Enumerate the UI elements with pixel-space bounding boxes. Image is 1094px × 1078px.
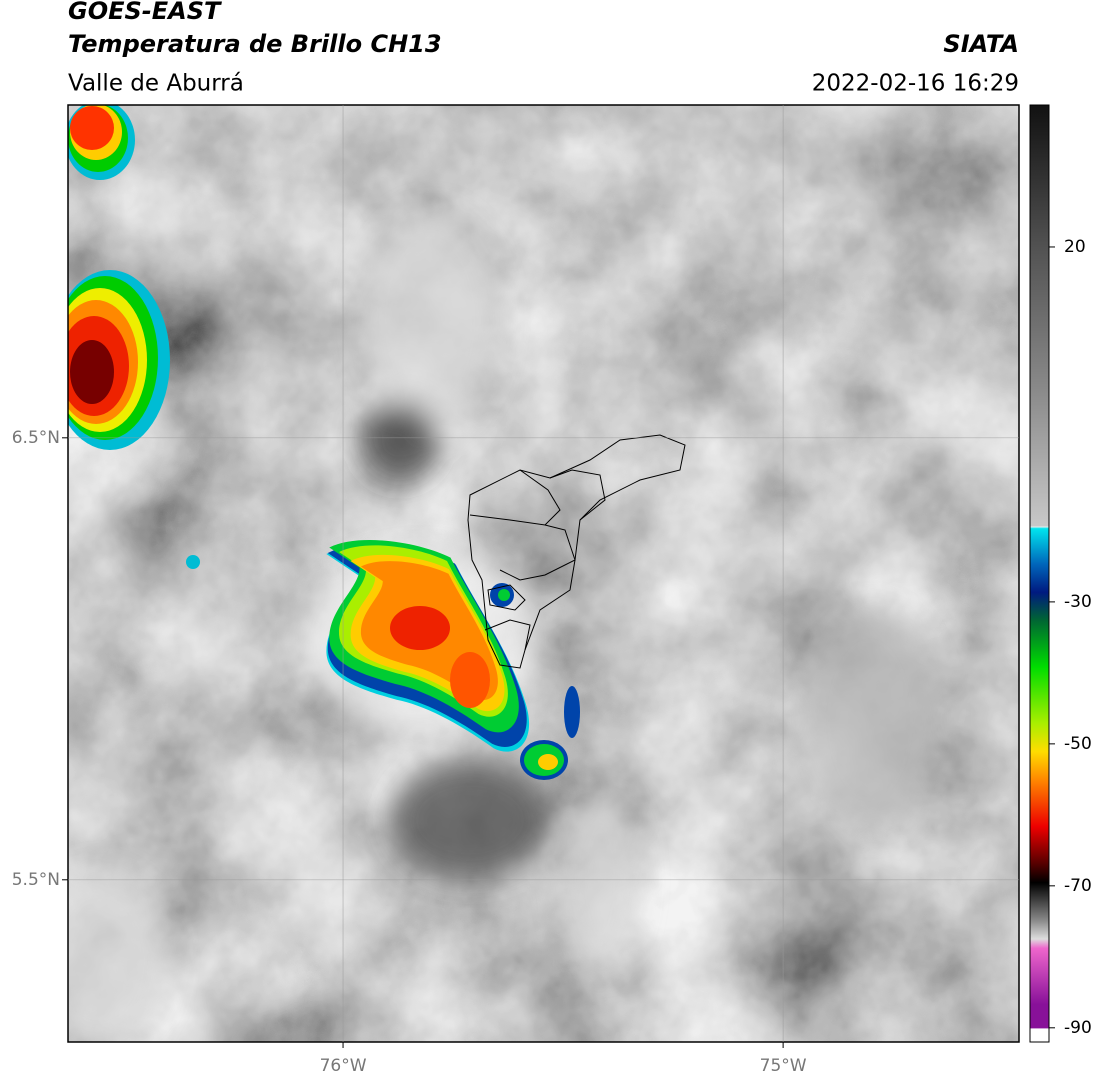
- colorbar-tick-label: -50: [1064, 734, 1092, 754]
- subtitle: Temperatura de Brillo CH13: [68, 30, 442, 58]
- title: GOES-EAST: [68, 0, 222, 25]
- satellite-image: [68, 105, 1019, 1042]
- y-tick-label: 6.5°N: [12, 428, 60, 448]
- colorbar-tick-label: -70: [1064, 876, 1092, 896]
- map-frame: [67, 104, 1020, 1043]
- region: Valle de Aburrá: [68, 71, 244, 97]
- colorbar-tick-label: -90: [1064, 1018, 1092, 1038]
- colorbar-tick-label: 20: [1064, 237, 1086, 257]
- colorbar-tick-label: -30: [1064, 592, 1092, 612]
- source: SIATA: [943, 30, 1019, 58]
- boundaries: [467, 434, 686, 669]
- x-tick-label: 76°W: [320, 1056, 367, 1076]
- colorbar: [1029, 104, 1050, 1043]
- y-tick-label: 5.5°N: [12, 870, 60, 890]
- x-tick-label: 75°W: [760, 1056, 807, 1076]
- datetime: 2022-02-16 16:29: [812, 71, 1019, 97]
